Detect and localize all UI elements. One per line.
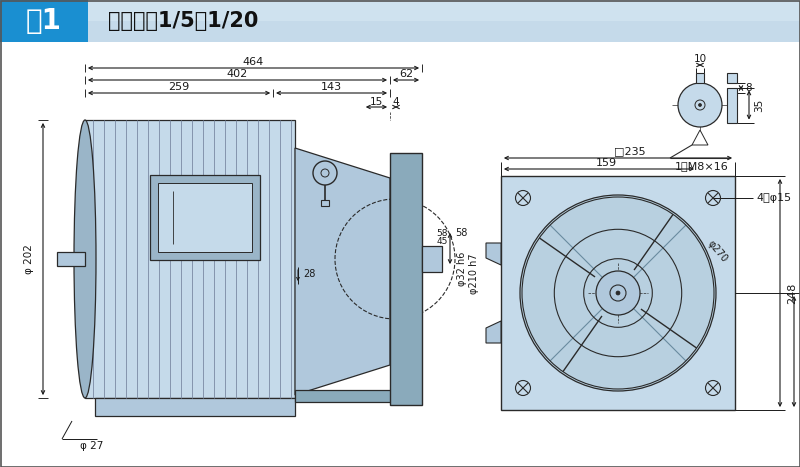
Text: 402: 402 — [227, 69, 248, 79]
Bar — [390, 153, 422, 405]
Text: 4: 4 — [392, 97, 399, 107]
Circle shape — [520, 195, 716, 391]
Bar — [696, 73, 704, 83]
Text: 4－φ15: 4－φ15 — [756, 193, 791, 203]
Text: 259: 259 — [169, 82, 190, 92]
Text: 28: 28 — [303, 269, 315, 279]
Bar — [422, 246, 442, 272]
Bar — [321, 200, 329, 206]
Bar — [88, 0, 800, 42]
Text: φ270: φ270 — [706, 239, 729, 264]
Polygon shape — [486, 321, 501, 343]
Polygon shape — [295, 148, 390, 395]
Bar — [727, 87, 737, 122]
Text: φ 202: φ 202 — [24, 244, 34, 274]
Text: 58: 58 — [455, 228, 467, 239]
Circle shape — [698, 104, 702, 106]
Bar — [158, 183, 252, 252]
Text: 248: 248 — [787, 283, 797, 304]
Ellipse shape — [74, 120, 96, 398]
Text: 143: 143 — [321, 82, 342, 92]
Bar — [150, 175, 260, 260]
Bar — [88, 0, 800, 21]
Bar — [95, 398, 295, 416]
Polygon shape — [486, 243, 501, 265]
Text: φ 27: φ 27 — [80, 441, 103, 451]
Bar — [57, 252, 85, 267]
Text: 15: 15 — [370, 97, 383, 107]
Text: 159: 159 — [595, 158, 617, 168]
Bar — [295, 390, 410, 402]
Circle shape — [616, 291, 620, 295]
Polygon shape — [692, 130, 708, 145]
Bar — [85, 120, 295, 398]
Bar — [727, 73, 737, 83]
Text: □235: □235 — [614, 146, 646, 156]
Circle shape — [678, 83, 722, 127]
Text: 464: 464 — [243, 57, 264, 67]
Text: φ32 h6: φ32 h6 — [457, 252, 467, 286]
Text: 62: 62 — [399, 69, 413, 79]
Text: 図1: 図1 — [26, 7, 62, 35]
Text: φ210 h7: φ210 h7 — [469, 254, 479, 294]
Bar — [0, 0, 88, 42]
Text: 8: 8 — [745, 83, 752, 93]
Text: 58: 58 — [437, 229, 448, 239]
Bar — [501, 176, 735, 410]
Text: 10: 10 — [694, 54, 706, 64]
Text: 45: 45 — [437, 238, 448, 247]
Text: 1－M8×16: 1－M8×16 — [675, 161, 729, 171]
Text: 減速比　1/5～1/20: 減速比 1/5～1/20 — [108, 11, 258, 31]
Text: 35: 35 — [754, 99, 764, 112]
Circle shape — [596, 271, 640, 315]
